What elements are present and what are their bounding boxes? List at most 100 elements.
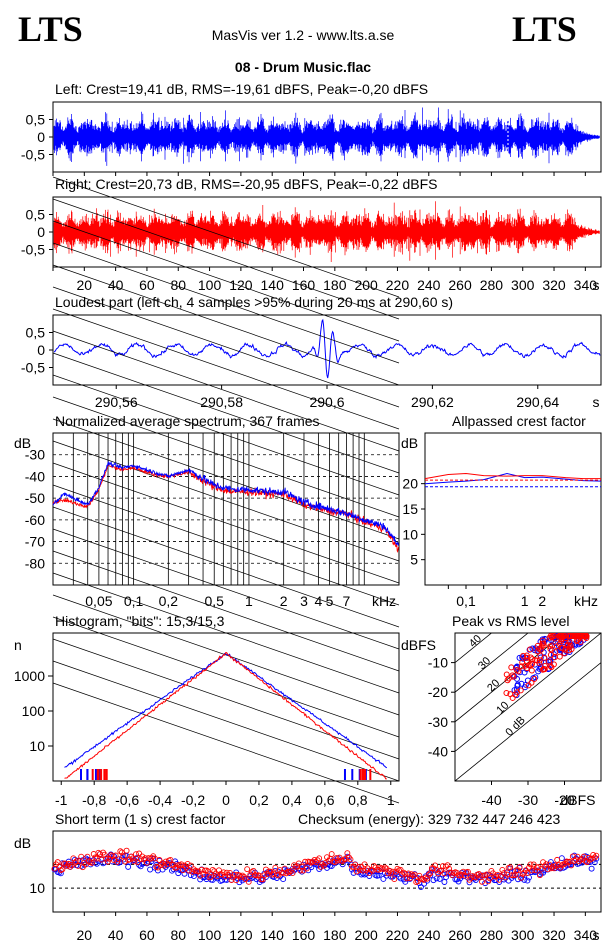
short-term-point-right xyxy=(324,854,330,861)
spectrum-xtick: kHz xyxy=(372,593,396,609)
short-term-point-right xyxy=(543,861,550,868)
spectrum-xtick: 1 xyxy=(245,593,253,609)
right-waveform-xtick: 200 xyxy=(354,277,378,293)
short-term-point-right xyxy=(200,871,207,878)
left-waveform-ytick: 0,5 xyxy=(26,112,46,128)
peak-rms-point-right xyxy=(540,666,547,673)
right-waveform-xtick: 100 xyxy=(198,277,222,293)
histogram-xtick: -0,4 xyxy=(148,792,172,808)
short-term-point-left xyxy=(515,876,521,883)
short-term-point-left xyxy=(125,863,132,870)
short-term-xtick: 160 xyxy=(292,927,316,943)
short-term-point-right xyxy=(399,871,406,878)
short-term-point-right xyxy=(391,876,398,883)
short-term-point-right xyxy=(190,866,197,873)
short-term-point-right xyxy=(112,852,119,859)
short-term-point-right xyxy=(78,853,85,860)
peak-rms-point-right xyxy=(541,662,548,669)
short-term-point-right xyxy=(295,860,302,867)
crest-xtick: 0,1 xyxy=(456,593,476,609)
spectrum-frame xyxy=(52,432,400,586)
short-term-point-right xyxy=(499,867,506,873)
peak-rms-point-right xyxy=(515,668,522,675)
right-waveform-xtick: 260 xyxy=(448,277,472,293)
histogram-series-right xyxy=(64,652,387,780)
checksum-label: Checksum (energy): 329 732 447 246 423 xyxy=(298,811,561,827)
spectrum-slope xyxy=(52,308,400,430)
spectrum-slope xyxy=(52,286,400,408)
short-term-point-right xyxy=(588,855,595,862)
loudest-xtick: s xyxy=(593,394,600,410)
peak-rms-point-right xyxy=(517,687,524,694)
short-term-point-right xyxy=(516,864,523,871)
peak-rms-point-right xyxy=(537,646,544,653)
peak-rms-diagonal xyxy=(455,662,601,781)
peak-rms-ylabel: dBFS xyxy=(401,637,436,653)
short-term-xtick: s xyxy=(593,927,600,943)
crest-xtick: kHz xyxy=(574,593,598,609)
short-term-point-left xyxy=(360,870,366,877)
loudest-trace xyxy=(54,318,601,379)
short-term-point-right xyxy=(479,878,485,885)
short-term-point-right xyxy=(208,873,215,880)
peak-rms-point-right xyxy=(527,662,534,669)
short-term-point-right xyxy=(297,867,304,874)
peak-rms-xtick: -40 xyxy=(481,792,501,808)
short-term-point-left xyxy=(391,871,398,878)
short-term-point-right xyxy=(300,867,307,874)
peak-rms-point-right xyxy=(523,665,530,672)
peak-rms-point-right xyxy=(536,660,543,667)
spectrum-border xyxy=(52,432,400,586)
short-term-point-right xyxy=(59,866,66,873)
short-term-point-right xyxy=(529,867,536,874)
peak-rms-point-right xyxy=(567,633,574,639)
peak-rms-point-right xyxy=(518,663,525,670)
right-waveform-xtick: 40 xyxy=(108,277,124,293)
short-term-point-left xyxy=(441,879,448,885)
spectrum-slope xyxy=(52,220,400,342)
spectrum-xtick: 0,2 xyxy=(159,593,179,609)
short-term-point-left xyxy=(455,878,462,885)
short-term-point-right xyxy=(527,861,534,868)
short-term-point-right xyxy=(458,871,465,878)
spectrum-slope xyxy=(52,484,400,606)
short-term-point-left xyxy=(496,879,503,885)
short-term-point-right xyxy=(515,867,521,874)
spectrum-slope xyxy=(52,528,400,650)
right-waveform-ytick: 0 xyxy=(37,224,45,240)
peak-rms-diagonal-label: 30 xyxy=(476,655,493,672)
peak-rms-point-right xyxy=(513,667,520,674)
short-term-point-right xyxy=(216,867,222,874)
spectrum-slope xyxy=(52,594,400,716)
crest-factor-title: Allpassed crest factor xyxy=(452,413,586,429)
right-waveform-xtick: 300 xyxy=(511,277,535,293)
right-waveform-ytick: 0,5 xyxy=(26,207,46,223)
short-term-point-right xyxy=(552,862,559,869)
spectrum-slope xyxy=(52,264,400,386)
histogram-title: Histogram, "bits": 15,3/15,3 xyxy=(55,613,225,629)
histogram-xtick: -0,6 xyxy=(115,792,139,808)
short-term-point-right xyxy=(408,871,415,878)
short-term-xtick: 240 xyxy=(417,927,441,943)
short-term-point-right xyxy=(92,854,99,861)
peak-rms-point-right xyxy=(559,634,566,641)
spectrum-xtick: 3 xyxy=(300,593,308,609)
short-term-point-right xyxy=(381,864,388,871)
short-term-point-right xyxy=(67,863,74,870)
spectrum-slope xyxy=(52,330,400,452)
peak-rms-point-right xyxy=(562,635,569,642)
spectrum-slope xyxy=(52,660,400,782)
short-term-point-left xyxy=(169,867,175,874)
short-term-xtick: 260 xyxy=(448,927,472,943)
short-term-point-right xyxy=(139,853,146,860)
histogram-ytick: 10 xyxy=(29,738,45,754)
peak-rms-xlabel: dBFS xyxy=(560,792,595,808)
spectrum-slope xyxy=(52,198,400,320)
short-term-point-right xyxy=(518,874,525,881)
left-waveform-ytick: 0 xyxy=(37,129,45,145)
short-term-point-right xyxy=(554,856,561,863)
loudest-xtick: 290,6 xyxy=(309,394,344,410)
short-term-point-right xyxy=(316,855,323,862)
short-term-point-left xyxy=(380,876,387,882)
histogram-ylabel: n xyxy=(14,637,22,653)
